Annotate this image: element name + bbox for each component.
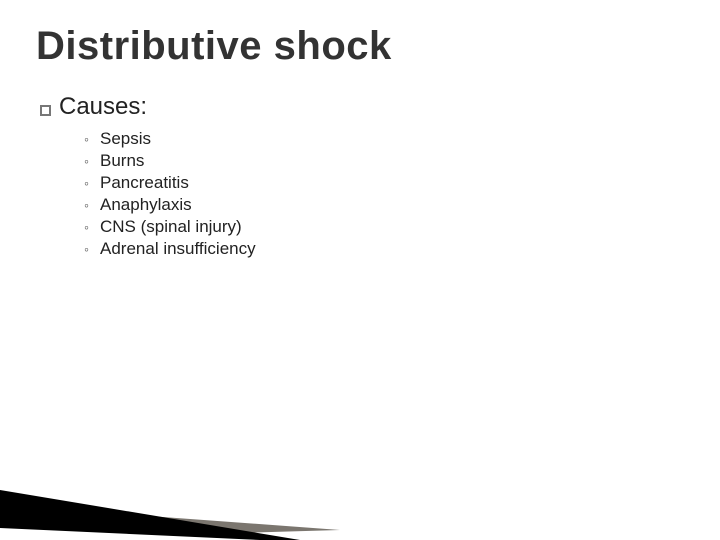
subheading: Causes:: [40, 93, 684, 121]
item-text: Pancreatitis: [100, 173, 189, 193]
item-text: Adrenal insufficiency: [100, 239, 256, 259]
list-item: ◦ CNS (spinal injury): [84, 217, 684, 237]
item-text: CNS (spinal injury): [100, 217, 242, 237]
bullet-icon: ◦: [84, 197, 100, 213]
bullet-icon: ◦: [84, 175, 100, 191]
bullet-icon: ◦: [84, 219, 100, 235]
slide-title: Distributive shock: [36, 24, 684, 69]
list-item: ◦ Anaphylaxis: [84, 195, 684, 215]
item-text: Anaphylaxis: [100, 195, 192, 215]
item-list: ◦ Sepsis ◦ Burns ◦ Pancreatitis ◦ Anaphy…: [84, 129, 684, 259]
bullet-icon: ◦: [84, 241, 100, 257]
slide: Distributive shock Causes: ◦ Sepsis ◦ Bu…: [0, 0, 720, 540]
list-item: ◦ Sepsis: [84, 129, 684, 149]
bullet-icon: ◦: [84, 131, 100, 147]
item-text: Sepsis: [100, 129, 151, 149]
bullet-icon: ◦: [84, 153, 100, 169]
list-item: ◦ Burns: [84, 151, 684, 171]
list-item: ◦ Pancreatitis: [84, 173, 684, 193]
corner-triangles-icon: [0, 450, 360, 540]
list-item: ◦ Adrenal insufficiency: [84, 239, 684, 259]
item-text: Burns: [100, 151, 144, 171]
hollow-square-icon: [40, 105, 51, 116]
subheading-label: Causes:: [59, 93, 147, 121]
